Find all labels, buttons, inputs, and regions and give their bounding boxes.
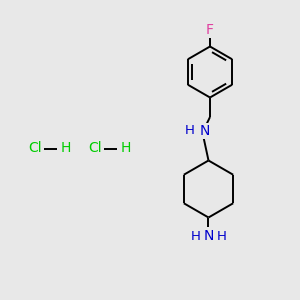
Text: H: H [185, 124, 195, 137]
Text: N: N [204, 229, 214, 242]
Text: H: H [217, 230, 226, 243]
Text: N: N [200, 124, 210, 138]
Text: Cl: Cl [28, 142, 42, 155]
Text: F: F [206, 23, 214, 37]
Text: H: H [60, 142, 70, 155]
Text: Cl: Cl [88, 142, 102, 155]
Text: H: H [120, 142, 130, 155]
Text: H: H [191, 230, 201, 243]
